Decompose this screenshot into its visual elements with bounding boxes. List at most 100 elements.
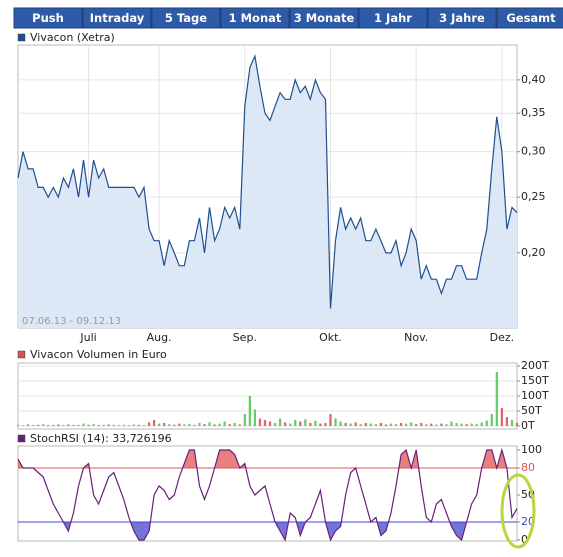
tab-background[interactable] — [151, 7, 221, 29]
legend-label: Vivacon Volumen in Euro — [30, 348, 167, 361]
legend-swatch — [17, 350, 26, 359]
bar — [430, 423, 433, 426]
bar — [389, 423, 393, 426]
bar — [112, 424, 115, 426]
line — [17, 447, 518, 542]
bar — [273, 423, 277, 426]
tab[interactable]: 1 Monat — [220, 7, 290, 29]
panel: Vivacon Volumen in Euro 0T 50T 100T 150T 200T — [16, 348, 549, 432]
bar — [334, 418, 337, 426]
tab[interactable]: 5 Tage — [151, 7, 221, 29]
tab-background[interactable] — [358, 7, 428, 29]
bar — [87, 424, 90, 426]
y-tick-label: 80 — [521, 461, 535, 474]
bar — [304, 419, 307, 426]
bar — [344, 423, 347, 426]
y-tick-label: 0,35 — [521, 106, 546, 119]
bar — [178, 423, 181, 426]
tab-background[interactable] — [220, 7, 290, 29]
bar — [253, 409, 257, 426]
bar — [218, 423, 221, 426]
tab-background[interactable] — [496, 7, 563, 29]
bar — [57, 424, 60, 426]
bar — [500, 408, 504, 426]
tab-label[interactable]: Gesamt — [506, 11, 556, 25]
bar — [278, 418, 282, 426]
bar — [420, 423, 423, 426]
bar — [284, 422, 287, 426]
tab-label[interactable]: Intraday — [90, 11, 145, 25]
bar — [369, 423, 372, 426]
x-tick-label: Juli — [79, 331, 96, 344]
bar — [142, 425, 146, 426]
bar — [52, 424, 55, 426]
bar — [37, 424, 40, 426]
bar — [485, 420, 488, 426]
x-tick-label: Sep. — [233, 331, 257, 344]
bar — [67, 424, 70, 426]
tab-label[interactable]: 1 Monat — [229, 11, 282, 25]
bar — [394, 424, 398, 426]
bar — [495, 372, 498, 426]
tab-label[interactable]: 3 Jahre — [439, 11, 485, 25]
tab-background[interactable] — [82, 7, 152, 29]
panels: Vivacon (Xetra) 0,20 0,25 0,30 0,35 0,40 Juli A… — [16, 31, 549, 546]
y-tick-label: 0,25 — [521, 190, 546, 203]
bar — [77, 425, 80, 426]
bar — [379, 423, 383, 426]
bar — [425, 424, 428, 426]
x-tick-label: Dez. — [490, 331, 515, 344]
bar — [440, 423, 443, 426]
y-tick-label: 200T — [521, 359, 549, 372]
y-tick-label: 0,40 — [521, 73, 546, 86]
legend-label: Vivacon (Xetra) — [30, 31, 115, 44]
bar — [62, 425, 65, 426]
tab-background[interactable] — [13, 7, 83, 29]
tab[interactable]: 1 Jahr — [358, 7, 428, 29]
tab-background[interactable] — [427, 7, 497, 29]
bar — [152, 420, 156, 426]
tab[interactable]: Push — [13, 7, 83, 29]
panel: Vivacon (Xetra) 0,20 0,25 0,30 0,35 0,40 Juli A… — [17, 31, 546, 344]
bar — [515, 423, 519, 426]
bar — [289, 423, 292, 426]
area — [18, 56, 517, 328]
legend-swatch — [17, 434, 26, 443]
x-tick-label: Okt. — [319, 331, 342, 344]
bar — [16, 424, 20, 426]
bar — [243, 414, 246, 426]
bar — [445, 424, 448, 426]
tab-label[interactable]: 3 Monate — [294, 11, 355, 25]
tab-label[interactable]: 1 Jahr — [374, 11, 412, 25]
bar — [188, 423, 191, 426]
bar — [399, 423, 403, 426]
bar — [490, 414, 493, 426]
bar — [21, 425, 25, 426]
bar — [294, 420, 297, 426]
bar — [72, 424, 75, 426]
tab[interactable]: Intraday — [82, 7, 152, 29]
bar — [319, 423, 322, 426]
tab[interactable]: 3 Monate — [289, 7, 359, 29]
tab-label[interactable]: 5 Tage — [165, 11, 207, 25]
bar — [450, 421, 453, 426]
bar — [475, 424, 478, 426]
bar — [505, 417, 509, 426]
bar — [258, 418, 262, 426]
bar — [173, 424, 176, 426]
bar — [268, 421, 272, 426]
tab[interactable]: 3 Jahre — [427, 7, 497, 29]
bar — [183, 424, 186, 426]
bar — [208, 422, 211, 426]
bar — [168, 424, 171, 426]
bar — [132, 424, 136, 426]
bar — [228, 424, 231, 426]
bar — [339, 421, 342, 426]
tab-label[interactable]: Push — [32, 11, 64, 25]
bar — [248, 396, 251, 426]
bar — [158, 423, 161, 426]
bar — [455, 423, 458, 426]
tab-background[interactable] — [289, 7, 359, 29]
tab[interactable]: Gesamt — [496, 7, 563, 29]
